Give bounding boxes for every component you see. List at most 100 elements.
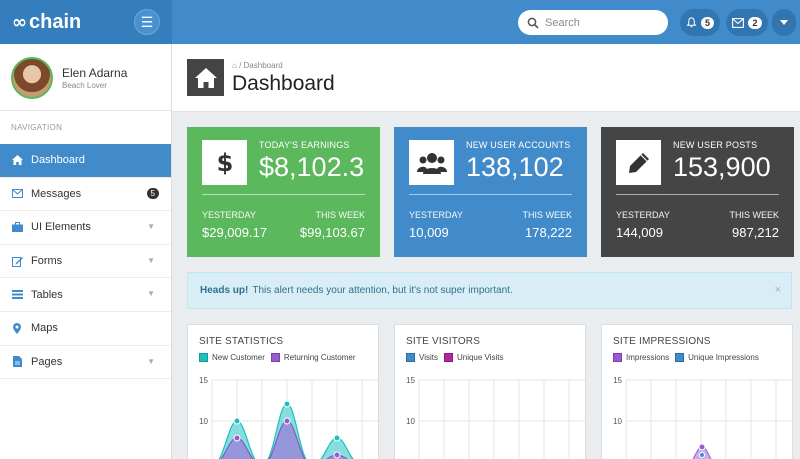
breadcrumb-home-icon[interactable]: ⌂ [232,61,237,70]
legend-label: Returning Customer [283,353,356,362]
legend-swatch [613,353,622,362]
home-icon [11,154,23,166]
stat-sub-label: YESTERDAY [616,210,670,220]
legend-swatch [675,353,685,362]
stat-sub-value: 987,212 [732,225,779,240]
notifications-count-badge: 5 [700,16,714,29]
stat-sub-label: YESTERDAY [409,210,463,220]
panel-title: SITE VISITORS [406,336,481,347]
y-tick-label: 10 [199,417,208,426]
legend-label: Unique Impressions [688,353,759,362]
home-icon [187,59,224,96]
legend-label: Unique Visits [456,353,504,362]
panel-site-impressions: SITE IMPRESSIONS Impressions Unique Impr… [601,324,793,459]
stat-sub-value: $29,009.17 [202,225,268,240]
y-tick-label: 10 [613,417,622,426]
chevron-down-icon: ▼ [147,222,155,232]
bell-icon [686,17,697,28]
logo-text: chain [29,10,82,33]
area-chart-site-impressions: 15 10 [613,376,792,459]
chart-legend: Visits Unique Visits [406,353,504,362]
area-chart-site-statistics: 15 10 [199,376,378,459]
breadcrumb-current[interactable]: Dashboard [243,61,283,70]
caret-down-icon [780,20,788,25]
profile-name: Elen Adarna [62,66,128,80]
sidebar-item-ui-elements[interactable]: UI Elements ▼ [0,211,171,245]
top-header: ∞ chain ☰ 5 2 [0,0,800,44]
notifications-button[interactable]: 5 [680,9,720,36]
sidebar-item-forms[interactable]: Forms ▼ [0,245,171,279]
sidebar-item-label: Messages [31,187,82,200]
file-icon [11,356,23,368]
sidebar-item-tables[interactable]: Tables ▼ [0,278,171,312]
avatar[interactable] [11,57,53,99]
stat-sub-label: YESTERDAY [202,210,256,220]
chevron-down-icon: ▼ [147,289,155,299]
sidebar-item-maps[interactable]: Maps [0,312,171,346]
messages-badge: 5 [146,187,159,199]
page-title: Dashboard [232,72,335,95]
search-input[interactable] [545,16,655,29]
chevron-down-icon: ▼ [147,255,155,265]
dollar-icon: $ [202,140,247,185]
stat-label: NEW USER ACCOUNTS [466,140,571,150]
envelope-icon [732,17,745,28]
legend-swatch [199,353,208,362]
chart-legend: New Customer Returning Customer [199,353,356,362]
sidebar-item-pages[interactable]: Pages ▼ [0,346,171,380]
briefcase-icon [11,221,23,233]
chart-legend: Impressions Unique Impressions [613,353,759,362]
profile-card: Elen Adarna Beach Lover [0,44,171,111]
edit-icon [11,255,23,267]
stat-sub-label: THIS WEEK [315,210,365,220]
close-icon[interactable]: × [774,284,781,296]
stat-value: 153,900 [673,152,771,182]
stat-label: NEW USER POSTS [673,140,758,150]
messages-button[interactable]: 2 [726,9,768,36]
svg-text:$: $ [217,149,233,177]
stat-sub-value: $99,103.67 [299,225,365,240]
legend-label: Visits [419,353,438,362]
stat-sub-label: THIS WEEK [729,210,779,220]
menu-toggle-button[interactable]: ☰ [134,9,160,35]
search-icon [527,17,539,29]
legend-swatch [406,353,415,362]
envelope-icon [11,188,23,200]
user-menu-button[interactable] [772,9,796,36]
breadcrumb: ⌂ / Dashboard [232,61,283,70]
alert-text: This alert needs your attention, but it'… [252,285,513,296]
chart-site-visitors: 15 10 [406,376,585,459]
sidebar-item-messages[interactable]: Messages 5 [0,178,171,212]
stat-value: 138,102 [466,152,564,182]
logo-mark-icon: ∞ [12,11,27,33]
sidebar-item-label: Maps [31,322,58,335]
users-icon [409,140,454,185]
y-tick-label: 15 [199,376,208,385]
y-tick-label: 15 [613,376,622,385]
map-marker-icon [11,322,23,334]
sidebar-item-dashboard[interactable]: Dashboard [0,144,171,178]
sidebar-item-label: Dashboard [31,154,85,167]
sidebar: Elen Adarna Beach Lover NAVIGATION Dashb… [0,44,172,459]
legend-label: Impressions [626,353,670,362]
profile-tagline: Beach Lover [62,81,107,90]
info-alert: Heads up! This alert needs your attentio… [187,272,792,309]
chevron-down-icon: ▼ [147,356,155,366]
legend-swatch [443,353,453,362]
y-tick-label: 15 [406,376,415,385]
nav-heading: NAVIGATION [11,123,63,132]
divider [409,194,572,195]
alert-strong: Heads up! [200,285,249,296]
pencil-icon [616,140,661,185]
stat-sub-value: 144,009 [616,225,663,240]
search-box[interactable] [518,10,668,35]
sidebar-item-label: Tables [31,288,63,301]
divider [202,194,365,195]
page-header: ⌂ / Dashboard Dashboard [172,44,800,112]
hamburger-icon: ☰ [140,13,154,30]
panel-title: SITE STATISTICS [199,336,284,347]
stat-value: $8,102.3 [259,152,365,182]
y-tick-label: 10 [406,417,415,426]
list-icon [11,289,23,301]
stat-card-new-posts: NEW USER POSTS 153,900 YESTERDAY 144,009… [601,127,794,257]
